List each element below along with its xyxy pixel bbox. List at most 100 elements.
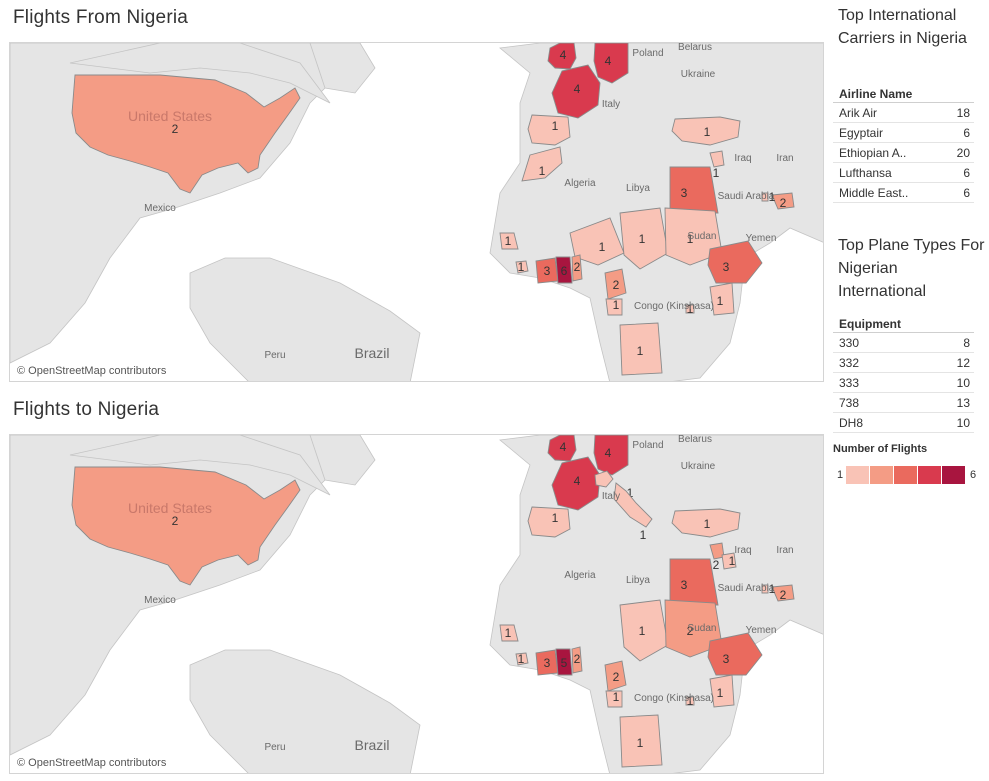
country-mark[interactable]: 4: [551, 64, 601, 119]
country-shape[interactable]: [619, 599, 669, 662]
osm-attribution[interactable]: © OpenStreetMap contributors: [15, 365, 169, 377]
country-shape[interactable]: [709, 282, 735, 316]
country-shape[interactable]: [619, 322, 663, 376]
country-shape[interactable]: [771, 192, 795, 210]
country-mark[interactable]: 1: [515, 652, 529, 666]
osm-attribution[interactable]: © OpenStreetMap contributors: [15, 757, 169, 769]
country-mark[interactable]: 1: [685, 302, 695, 316]
country-shape[interactable]: [613, 482, 653, 528]
table-row[interactable]: Lufthansa 6: [833, 163, 974, 183]
country-mark[interactable]: 3: [707, 632, 763, 676]
country-mark[interactable]: 2: [571, 254, 583, 282]
country-shape[interactable]: [527, 114, 571, 146]
country-mark[interactable]: 1: [594, 470, 634, 500]
planes-column-header[interactable]: Equipment: [833, 316, 974, 333]
country-shape[interactable]: [521, 146, 563, 182]
country-mark[interactable]: 6: [555, 256, 573, 284]
country-mark[interactable]: 2: [771, 584, 795, 602]
country-mark[interactable]: 1: [521, 146, 563, 182]
country-mark[interactable]: 3: [707, 240, 763, 284]
country-mark[interactable]: 1: [499, 232, 519, 250]
country-mark[interactable]: 2: [571, 646, 583, 674]
table-row[interactable]: 332 12: [833, 353, 974, 373]
country-shape[interactable]: [761, 584, 769, 594]
country-shape[interactable]: [499, 232, 519, 250]
country-shape[interactable]: [619, 714, 663, 768]
country-shape[interactable]: [707, 632, 763, 676]
country-shape[interactable]: [604, 660, 627, 692]
country-shape[interactable]: [664, 207, 723, 266]
country-shape[interactable]: [605, 298, 623, 316]
country-mark[interactable]: 1: [527, 114, 571, 146]
country-shape[interactable]: [685, 696, 695, 706]
country-shape[interactable]: [671, 508, 741, 538]
country-shape[interactable]: [593, 435, 629, 476]
country-shape[interactable]: [685, 304, 695, 314]
country-shape[interactable]: [709, 674, 735, 708]
country-shape[interactable]: [761, 192, 769, 202]
country-mark[interactable]: 1: [709, 282, 735, 316]
table-row[interactable]: Middle East.. 6: [833, 183, 974, 203]
country-mark[interactable]: 1: [721, 552, 737, 570]
country-mark[interactable]: 1: [685, 694, 695, 708]
country-mark[interactable]: 1: [613, 482, 653, 542]
table-row[interactable]: 333 10: [833, 373, 974, 393]
country-mark[interactable]: 1: [761, 190, 776, 204]
country-mark[interactable]: 4: [547, 435, 577, 462]
country-mark[interactable]: 2: [71, 74, 301, 194]
country-shape[interactable]: [721, 552, 737, 570]
country-shape[interactable]: [555, 256, 573, 284]
country-shape[interactable]: [669, 166, 719, 214]
table-row[interactable]: DH8 10: [833, 413, 974, 433]
country-mark[interactable]: 1: [709, 150, 725, 180]
country-shape[interactable]: [593, 43, 629, 84]
country-mark[interactable]: 1: [527, 506, 571, 538]
country-shape[interactable]: [569, 217, 625, 266]
country-shape[interactable]: [771, 584, 795, 602]
country-mark[interactable]: 1: [709, 674, 735, 708]
country-shape[interactable]: [499, 624, 519, 642]
country-shape[interactable]: [671, 116, 741, 146]
table-row[interactable]: Egyptair 6: [833, 123, 974, 143]
carriers-column-header[interactable]: Airline Name: [833, 86, 974, 103]
table-row[interactable]: Arik Air 18: [833, 103, 974, 123]
country-shape[interactable]: [605, 690, 623, 708]
country-shape[interactable]: [604, 268, 627, 300]
table-row[interactable]: 738 13: [833, 393, 974, 413]
country-mark[interactable]: 2: [771, 192, 795, 210]
country-shape[interactable]: [527, 506, 571, 538]
country-mark[interactable]: 3: [535, 649, 559, 676]
country-mark[interactable]: 1: [499, 624, 519, 642]
country-mark[interactable]: 2: [71, 466, 301, 586]
country-shape[interactable]: [71, 74, 301, 194]
country-mark[interactable]: 2: [604, 660, 627, 692]
table-row[interactable]: Ethiopian A.. 20: [833, 143, 974, 163]
country-shape[interactable]: [551, 456, 601, 511]
country-mark[interactable]: 3: [669, 166, 719, 214]
country-shape[interactable]: [71, 466, 301, 586]
country-shape[interactable]: [555, 648, 573, 676]
table-row[interactable]: 330 8: [833, 333, 974, 353]
country-mark[interactable]: 4: [547, 43, 577, 70]
country-shape[interactable]: [551, 64, 601, 119]
country-mark[interactable]: 4: [593, 43, 629, 84]
country-mark[interactable]: 3: [669, 558, 719, 606]
country-mark[interactable]: 1: [569, 217, 625, 266]
country-mark[interactable]: 1: [671, 508, 741, 538]
country-mark[interactable]: 1: [619, 322, 663, 376]
country-mark[interactable]: 2: [604, 268, 627, 300]
country-shape[interactable]: [707, 240, 763, 284]
country-shape[interactable]: [571, 646, 583, 674]
country-shape[interactable]: [515, 652, 529, 666]
country-mark[interactable]: 1: [605, 298, 623, 316]
country-shape[interactable]: [594, 470, 614, 488]
country-mark[interactable]: 4: [551, 456, 601, 511]
country-mark[interactable]: 1: [619, 599, 669, 662]
country-mark[interactable]: 4: [593, 435, 629, 476]
country-shape[interactable]: [664, 599, 723, 658]
country-shape[interactable]: [571, 254, 583, 282]
country-mark[interactable]: 1: [605, 690, 623, 708]
country-shape[interactable]: [669, 558, 719, 606]
